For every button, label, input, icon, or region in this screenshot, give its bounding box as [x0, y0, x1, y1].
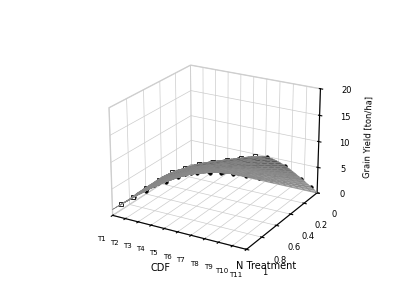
Text: N Treatment: N Treatment — [236, 261, 296, 270]
X-axis label: CDF: CDF — [150, 263, 170, 273]
